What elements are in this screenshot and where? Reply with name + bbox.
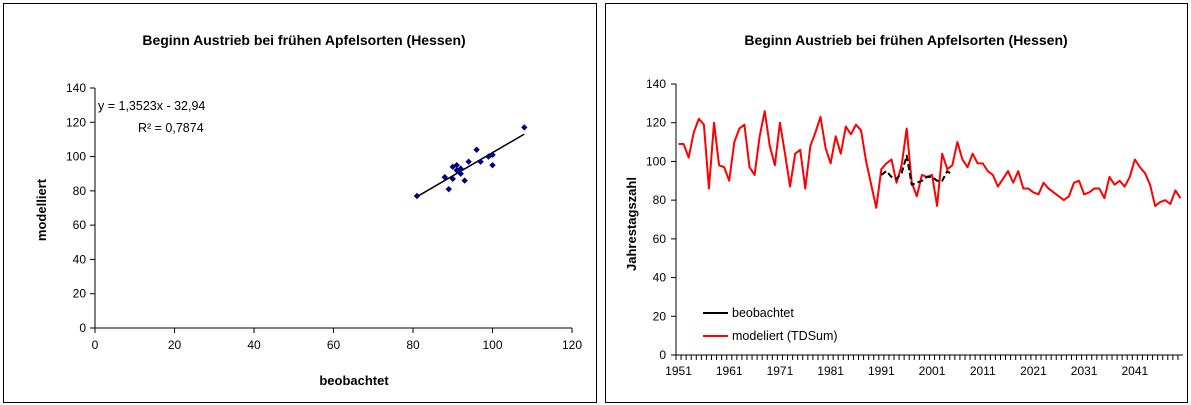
chart-title: Beginn Austrieb bei frühen Apfelsorten (…: [744, 32, 1067, 48]
data-point: [445, 185, 452, 193]
data-point: [477, 158, 484, 165]
data-point: [457, 165, 464, 172]
y-tick-label: 100: [66, 150, 86, 164]
y-tick-label: 140: [66, 81, 86, 95]
data-point: [453, 161, 460, 169]
y-tick-label: 40: [73, 252, 87, 266]
x-tick-label: 1971: [767, 364, 794, 378]
data-point: [521, 124, 528, 131]
data-point: [449, 175, 456, 183]
data-point: [465, 158, 472, 165]
x-tick-label: 2031: [1071, 364, 1098, 378]
data-point: [461, 177, 468, 184]
x-tick-label: 20: [168, 338, 182, 352]
legend-label-observed: beobachtet: [732, 306, 794, 320]
scatter-chart: Beginn Austrieb bei frühen Apfelsorten (…: [34, 32, 582, 388]
trendline-equation: y = 1,3523x - 32,94: [98, 99, 205, 113]
data-point: [489, 151, 496, 159]
y-axis-label: modelliert: [34, 178, 49, 241]
data-point: [413, 192, 421, 200]
y-tick-label: 0: [79, 321, 86, 335]
x-tick-label: 1991: [868, 364, 895, 378]
series-line-modeled: [678, 110, 1182, 209]
y-tick-label: 20: [73, 287, 87, 301]
data-point: [457, 170, 464, 177]
data-point: [473, 146, 480, 153]
y-tick-label: 120: [646, 116, 666, 130]
data-point: [489, 161, 496, 169]
x-tick-label: 60: [327, 338, 341, 352]
y-tick-label: 0: [659, 348, 666, 362]
line-chart-panel: Beginn Austrieb bei frühen Apfelsorten (…: [605, 3, 1188, 403]
y-tick-label: 100: [646, 154, 666, 168]
x-tick-label: 80: [406, 338, 420, 352]
y-tick-label: 80: [653, 193, 667, 207]
y-tick-label: 20: [653, 309, 667, 323]
chart-title: Beginn Austrieb bei frühen Apfelsorten (…: [142, 32, 465, 48]
x-tick-label: 1961: [716, 364, 743, 378]
line-chart: Beginn Austrieb bei frühen Apfelsorten (…: [624, 32, 1183, 378]
r-squared-label: R² = 0,7874: [138, 121, 204, 135]
x-tick-label: 2001: [919, 364, 946, 378]
y-tick-label: 60: [73, 218, 87, 232]
trendline: [416, 133, 525, 198]
y-tick-label: 80: [73, 184, 87, 198]
x-tick-label: 100: [482, 338, 502, 352]
x-tick-label: 1951: [665, 364, 692, 378]
scatter-chart-panel: Beginn Austrieb bei frühen Apfelsorten (…: [3, 3, 597, 403]
y-tick-label: 60: [653, 232, 667, 246]
x-tick-label: 0: [92, 338, 99, 352]
y-tick-label: 40: [653, 271, 667, 285]
x-tick-label: 120: [562, 338, 582, 352]
x-axis-label: beobachtet: [319, 373, 389, 388]
legend-label-modeled: modeliert (TDSum): [732, 329, 838, 343]
y-tick-label: 140: [646, 77, 666, 91]
x-tick-label: 2011: [970, 364, 996, 378]
x-tick-label: 2041: [1121, 364, 1148, 378]
x-tick-label: 1981: [817, 364, 844, 378]
y-tick-label: 120: [66, 115, 86, 129]
x-tick-label: 40: [247, 338, 261, 352]
data-point: [441, 173, 448, 181]
y-axis-label: Jahrestagszahl: [624, 177, 639, 271]
x-tick-label: 2021: [1020, 364, 1047, 378]
data-point: [449, 163, 456, 171]
